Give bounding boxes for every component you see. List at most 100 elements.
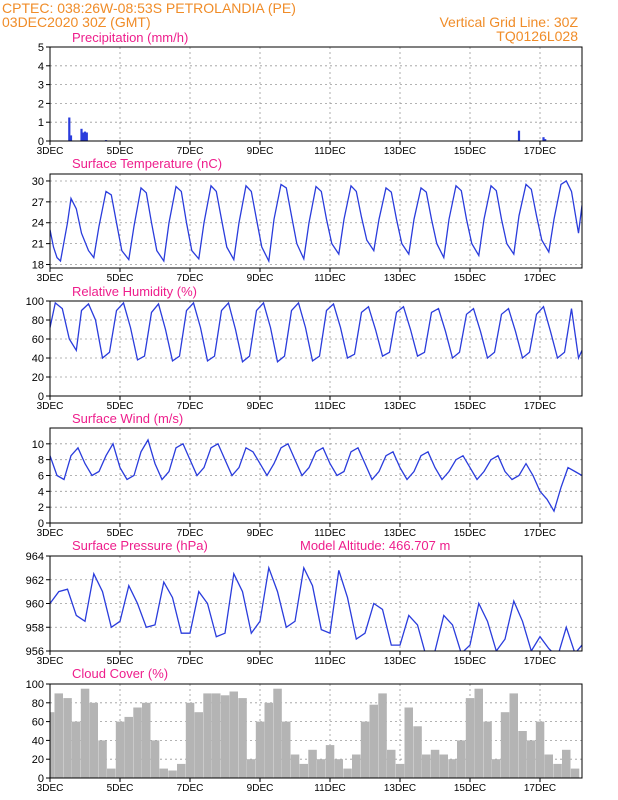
cloud-bar — [404, 707, 413, 778]
cloud-title: Cloud Cover (%) — [72, 666, 168, 681]
cloud-bar — [273, 688, 282, 778]
y-tick-label: 24 — [32, 218, 44, 230]
x-tick-label: 7DEC — [177, 656, 204, 667]
cloud-bar — [124, 716, 133, 778]
wind-title: Surface Wind (m/s) — [72, 411, 183, 426]
y-tick-label: 40 — [32, 353, 44, 365]
x-tick-label: 13DEC — [384, 401, 416, 412]
cloud-bar — [317, 759, 326, 778]
cloud-bar — [360, 721, 370, 778]
x-tick-label: 5DEC — [107, 528, 134, 539]
cloud-bar — [203, 693, 212, 778]
y-tick-label: 1 — [38, 117, 44, 129]
humidity-panel: 0 20 40 60 80 100 3DEC 5DEC 7DEC 9DEC 11DEC 13DEC 15… — [26, 296, 583, 412]
y-tick-label: 20 — [32, 372, 44, 384]
cloud-bar — [474, 688, 483, 778]
precip-bar — [68, 117, 71, 141]
y-tick-label: 100 — [26, 679, 44, 691]
x-tick-label: 17DEC — [524, 146, 556, 157]
x-tick-label: 7DEC — [177, 401, 204, 412]
cloud-bar — [518, 731, 527, 778]
x-tick-label: 15DEC — [454, 401, 486, 412]
cloud-bar — [395, 763, 405, 778]
pressure-series-line — [50, 565, 582, 651]
cloud-bar — [500, 712, 510, 778]
precip-bar — [69, 135, 73, 141]
cloud-bar — [570, 768, 580, 778]
header-model-id: TQ0126L028 — [496, 28, 578, 44]
x-tick-label: 17DEC — [524, 401, 556, 412]
pressure-panel: 956 958 960 962 964 3DEC 5DEC 7DEC 9DEC 11DEC 13DE… — [26, 551, 583, 667]
cloud-bar — [107, 768, 116, 778]
x-tick-label: 11DEC — [314, 401, 346, 412]
y-tick-label: 21 — [32, 239, 44, 251]
cloud-bar — [509, 693, 518, 778]
y-tick-label: 8 — [38, 455, 44, 467]
wind-panel: 0 2 4 6 8 10 3DEC 5DEC 7DEC 9DEC 11DEC 13DEC 15DEC 17… — [32, 427, 583, 539]
header-grid-note: Vertical Grid Line: 30Z — [439, 14, 578, 30]
cloud-bar — [212, 693, 221, 778]
x-tick-label: 9DEC — [247, 401, 274, 412]
y-tick-label: 2 — [38, 98, 44, 110]
x-tick-label: 13DEC — [384, 528, 416, 539]
cloud-bar — [238, 698, 247, 778]
x-tick-label: 5DEC — [107, 146, 134, 157]
x-tick-label: 9DEC — [247, 273, 274, 284]
cloud-bar — [72, 721, 81, 778]
x-tick-label: 9DEC — [247, 656, 274, 667]
y-tick-label: 60 — [32, 717, 44, 729]
y-tick-label: 956 — [26, 646, 44, 658]
y-tick-label: 3 — [38, 80, 44, 92]
rh-title: Relative Humidity (%) — [72, 284, 197, 299]
x-tick-label: 11DEC — [314, 273, 346, 284]
x-tick-label: 17DEC — [524, 273, 556, 284]
y-tick-label: 962 — [26, 575, 44, 587]
x-tick-label: 9DEC — [247, 528, 274, 539]
panel-frame — [49, 173, 583, 269]
cloud-bar — [535, 721, 545, 778]
precip-bar — [82, 132, 85, 141]
cloud-bar — [98, 740, 107, 778]
y-tick-label: 30 — [32, 176, 44, 188]
cloud-bar — [378, 693, 387, 778]
y-tick-label: 4 — [38, 61, 44, 73]
cloud-bar — [89, 702, 98, 778]
y-tick-label: 0 — [38, 518, 44, 530]
cloud-bar — [369, 704, 378, 778]
cloud-bar — [159, 768, 168, 778]
y-tick-label: 60 — [32, 334, 44, 346]
cloud-bar — [247, 759, 256, 778]
x-tick-label: 17DEC — [524, 528, 556, 539]
y-tick-label: 2 — [38, 502, 44, 514]
pressure-title: Surface Pressure (hPa) — [72, 538, 208, 553]
y-tick-label: 40 — [32, 735, 44, 747]
altitude-note: Model Altitude: 466.707 m — [300, 538, 450, 553]
cloud-bar — [352, 754, 361, 778]
x-tick-label: 15DEC — [454, 528, 486, 539]
x-tick-label: 7DEC — [177, 528, 204, 539]
y-tick-label: 4 — [38, 486, 44, 498]
cloud-bar — [80, 688, 90, 778]
y-tick-label: 6 — [38, 471, 44, 483]
y-tick-label: 18 — [32, 260, 44, 272]
temp-title: Surface Temperature (nC) — [72, 156, 222, 171]
cloud-bar — [562, 749, 571, 778]
cloud-bar — [290, 754, 300, 778]
panel-frame — [49, 46, 583, 142]
x-tick-label: 11DEC — [314, 656, 346, 667]
y-tick-label: 100 — [26, 296, 44, 308]
precip-panel: 0 1 2 3 4 5 3DEC 5DEC 7DEC 9DEC 11DEC 13DEC 15DEC 17D… — [37, 42, 583, 157]
cloud-bar — [150, 740, 160, 778]
cloud-bar — [483, 721, 492, 778]
cloud-bar — [527, 740, 536, 778]
rh-series-line — [50, 301, 582, 363]
header-location: CPTEC: 038:26W-08:53S PETROLANDIA (PE) — [2, 0, 296, 16]
x-tick-label: 15DEC — [454, 656, 486, 667]
cloud-bar — [255, 721, 265, 778]
x-tick-label: 15DEC — [454, 146, 486, 157]
cloud-bar — [325, 745, 335, 778]
y-tick-label: 10 — [32, 439, 44, 451]
cloud-bar — [50, 712, 55, 778]
x-tick-label: 5DEC — [107, 273, 134, 284]
precip-title: Precipitation (mm/h) — [72, 30, 188, 45]
